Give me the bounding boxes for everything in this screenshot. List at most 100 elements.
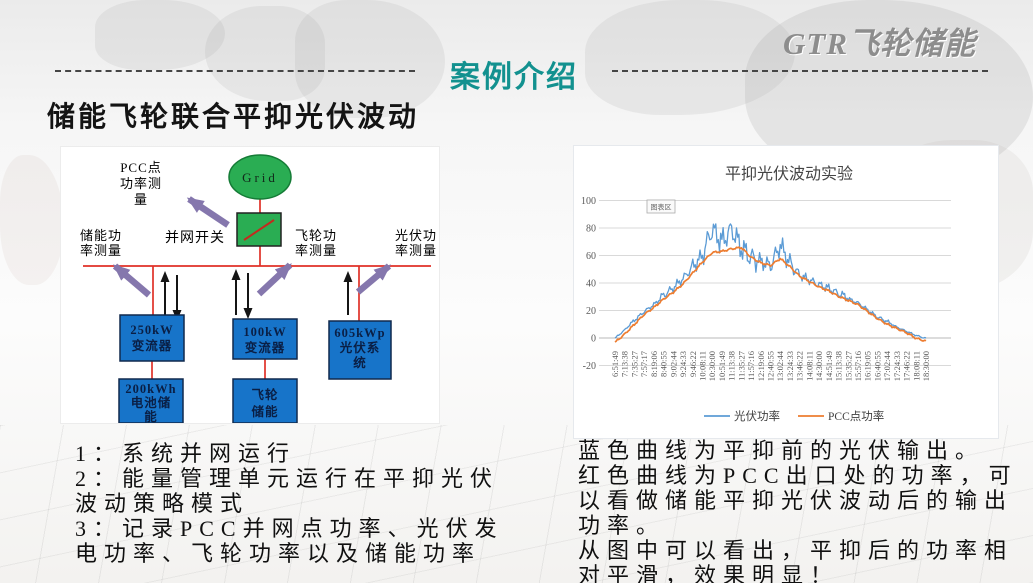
svg-text:-20: -20	[583, 361, 596, 372]
converter-250kw-box	[119, 314, 185, 362]
result-description: 蓝色曲线为平抑前的光伏输出。 红色曲线为PCC出口处的功率，可以看做储能平抑光伏…	[578, 438, 1022, 583]
svg-text:13:02:44: 13:02:44	[775, 350, 785, 381]
map-blob	[0, 155, 64, 285]
header-dashed-line-right	[612, 70, 988, 72]
background-grid	[0, 425, 1033, 583]
svg-text:6:51:49: 6:51:49	[610, 351, 620, 377]
svg-text:储能: 储能	[250, 404, 278, 419]
svg-text:16:40:55: 16:40:55	[872, 351, 882, 381]
svg-text:0: 0	[591, 334, 596, 345]
section-title: 案例介绍	[450, 61, 578, 94]
svg-text:15:57:16: 15:57:16	[853, 351, 863, 381]
equipment-box-labels: 250kW 变流器 100kW 变流器 605kWp 光伏系 统 200kWh …	[125, 323, 385, 424]
power-lines	[83, 199, 431, 379]
svg-text:7:57:17: 7:57:17	[639, 351, 649, 377]
svg-text:11:35:27: 11:35:27	[736, 351, 746, 381]
svg-text:14:51:49: 14:51:49	[824, 351, 834, 381]
measurement-labels: PCC点 功率测 量 储能功 率测量 飞轮功 率测量 光伏功 率测量	[80, 160, 437, 258]
step-item: 2：能量管理单元运行在平抑光伏波动策略模式	[75, 466, 500, 516]
equipment-boxes	[118, 314, 392, 424]
svg-text:电池储: 电池储	[131, 395, 172, 410]
series-line-0	[614, 223, 927, 339]
chart-area-tooltip-text: 图表区	[651, 203, 672, 212]
flow-arrows	[160, 269, 353, 321]
svg-text:100: 100	[581, 196, 596, 207]
system-diagram[interactable]: Grid 并网开关	[60, 146, 440, 424]
svg-text:12:19:06: 12:19:06	[756, 351, 766, 381]
diagram-svg: Grid 并网开关	[80, 154, 437, 424]
step-item: 3：记录PCC并网点功率、光伏发电功率、飞轮功率以及储能功率	[75, 516, 504, 566]
svg-text:13:24:33: 13:24:33	[785, 351, 795, 381]
page-title: 储能飞轮联合平抑光伏波动	[47, 101, 420, 132]
svg-text:光伏功率: 光伏功率	[734, 409, 780, 423]
grid-node	[228, 154, 292, 200]
chart-object[interactable]: 平抑光伏波动实验 100 80 60 40 20 0 -20 6:51:49 7:13:38 7…	[573, 145, 999, 439]
pv-measure-label: 光伏功	[395, 228, 437, 243]
svg-text:9:46:22: 9:46:22	[688, 351, 698, 377]
chart-series	[614, 223, 927, 343]
svg-text:15:13:38: 15:13:38	[834, 351, 844, 381]
experiment-steps: 1：系统并网运行 2：能量管理单元运行在平抑光伏波动策略模式 3：记录PCC并网…	[75, 441, 527, 566]
svg-text:60: 60	[586, 251, 596, 262]
pcc-measure-label: PCC点	[120, 160, 162, 175]
svg-text:率测量: 率测量	[80, 243, 122, 258]
svg-text:100kW: 100kW	[243, 325, 286, 339]
svg-text:8:40:55: 8:40:55	[659, 351, 669, 377]
map-blob	[295, 0, 445, 118]
svg-text:11:13:38: 11:13:38	[727, 351, 737, 381]
chart-title: 平抑光伏波动实验	[725, 165, 853, 183]
svg-text:9:02:44: 9:02:44	[668, 350, 678, 377]
header-dashed-line-left	[55, 70, 415, 72]
map-blob	[205, 6, 325, 101]
svg-text:200kWh: 200kWh	[125, 382, 176, 396]
converter-100kw-box	[232, 318, 298, 360]
svg-text:率测量: 率测量	[295, 243, 337, 258]
flywheel-measure-label: 飞轮功	[295, 228, 337, 243]
svg-text:15:35:27: 15:35:27	[843, 351, 853, 381]
svg-text:7:35:27: 7:35:27	[629, 351, 639, 377]
pv-system-box	[328, 320, 392, 380]
svg-text:8:19:06: 8:19:06	[649, 351, 659, 377]
battery-storage-box	[118, 378, 184, 424]
svg-text:统: 统	[353, 355, 367, 370]
chart-gridlines	[599, 200, 951, 366]
svg-text:13:46:22: 13:46:22	[795, 351, 805, 381]
svg-text:605kWp: 605kWp	[334, 326, 385, 340]
map-blob	[95, 0, 225, 70]
svg-text:9:24:33: 9:24:33	[678, 351, 688, 377]
result-sentence: 从图中可以看出，平抑后的功率相对平滑，效果明显！	[578, 538, 1014, 583]
svg-text:12:40:55: 12:40:55	[766, 351, 776, 381]
svg-text:变流器: 变流器	[245, 340, 286, 355]
switch-blade	[243, 219, 275, 241]
svg-text:80: 80	[586, 224, 596, 235]
measurement-arrows	[112, 196, 392, 298]
step-item: 1：系统并网运行	[75, 441, 297, 466]
company-logo: GTR飞轮储能	[783, 26, 976, 61]
storage-measure-label: 储能功	[80, 228, 122, 243]
map-blob	[585, 0, 795, 115]
switch-label: 并网开关	[165, 230, 225, 246]
svg-text:250kW: 250kW	[130, 323, 173, 337]
svg-text:14:30:00: 14:30:00	[814, 351, 824, 381]
svg-text:7:13:38: 7:13:38	[620, 351, 630, 377]
result-sentence: 蓝色曲线为平抑前的光伏输出。	[578, 438, 985, 463]
svg-text:能: 能	[144, 409, 158, 423]
chart-area-tooltip	[646, 199, 676, 214]
svg-text:功率测: 功率测	[120, 176, 162, 191]
svg-text:17:02:44: 17:02:44	[882, 350, 892, 381]
svg-text:变流器: 变流器	[132, 338, 173, 353]
svg-text:14:08:11: 14:08:11	[804, 351, 814, 381]
svg-text:17:46:22: 17:46:22	[902, 351, 912, 381]
svg-text:PCC点功率: PCC点功率	[828, 409, 884, 423]
svg-text:20: 20	[586, 306, 596, 317]
series-line-1	[614, 246, 927, 343]
svg-text:10:30:00: 10:30:00	[707, 351, 717, 381]
svg-text:飞轮: 飞轮	[251, 387, 278, 402]
svg-text:10:51:49: 10:51:49	[717, 351, 727, 381]
svg-text:11:57:16: 11:57:16	[746, 351, 756, 381]
flywheel-storage-box	[232, 378, 298, 424]
svg-text:16:19:05: 16:19:05	[863, 351, 873, 381]
svg-text:17:24:33: 17:24:33	[892, 351, 902, 381]
